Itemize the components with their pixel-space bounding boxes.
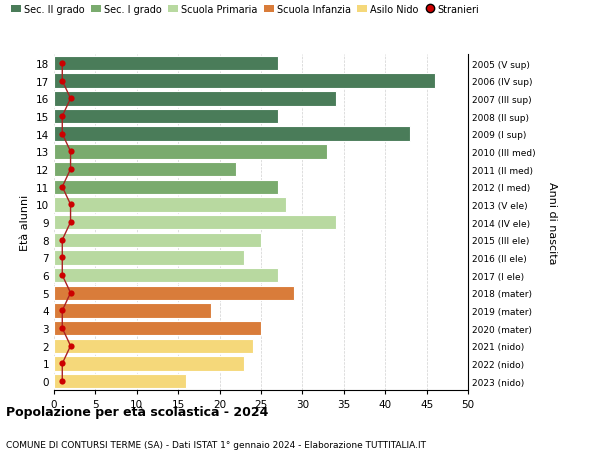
Bar [54,357,244,371]
Bar [54,162,236,177]
Text: COMUNE DI CONTURSI TERME (SA) - Dati ISTAT 1° gennaio 2024 - Elaborazione TUTTIT: COMUNE DI CONTURSI TERME (SA) - Dati IST… [6,441,426,449]
Point [66,290,76,297]
Point [58,378,67,385]
Point [58,131,67,138]
Point [58,307,67,314]
Point [66,148,76,156]
Bar [54,110,278,124]
Y-axis label: Età alunni: Età alunni [20,195,31,251]
Bar [54,286,294,300]
Point [58,272,67,279]
Point [58,254,67,262]
Bar [54,198,286,212]
Bar [54,56,278,71]
Point [58,236,67,244]
Point [66,166,76,174]
Point [66,219,76,226]
Bar [54,251,244,265]
Bar [54,127,410,142]
Bar [54,92,335,106]
Bar [54,74,435,89]
Point [58,78,67,85]
Bar [54,233,261,247]
Point [58,60,67,67]
Y-axis label: Anni di nascita: Anni di nascita [547,181,557,264]
Point [58,325,67,332]
Bar [54,321,261,336]
Bar [54,145,327,159]
Bar [54,215,335,230]
Bar [54,339,253,353]
Point [66,202,76,209]
Bar [54,269,278,283]
Bar [54,180,278,195]
Point [66,95,76,103]
Point [58,113,67,120]
Text: Popolazione per età scolastica - 2024: Popolazione per età scolastica - 2024 [6,405,268,419]
Bar [54,374,187,389]
Point [66,342,76,350]
Point [58,360,67,367]
Legend: Sec. II grado, Sec. I grado, Scuola Primaria, Scuola Infanzia, Asilo Nido, Stran: Sec. II grado, Sec. I grado, Scuola Prim… [11,5,479,15]
Point [58,184,67,191]
Bar [54,303,211,318]
